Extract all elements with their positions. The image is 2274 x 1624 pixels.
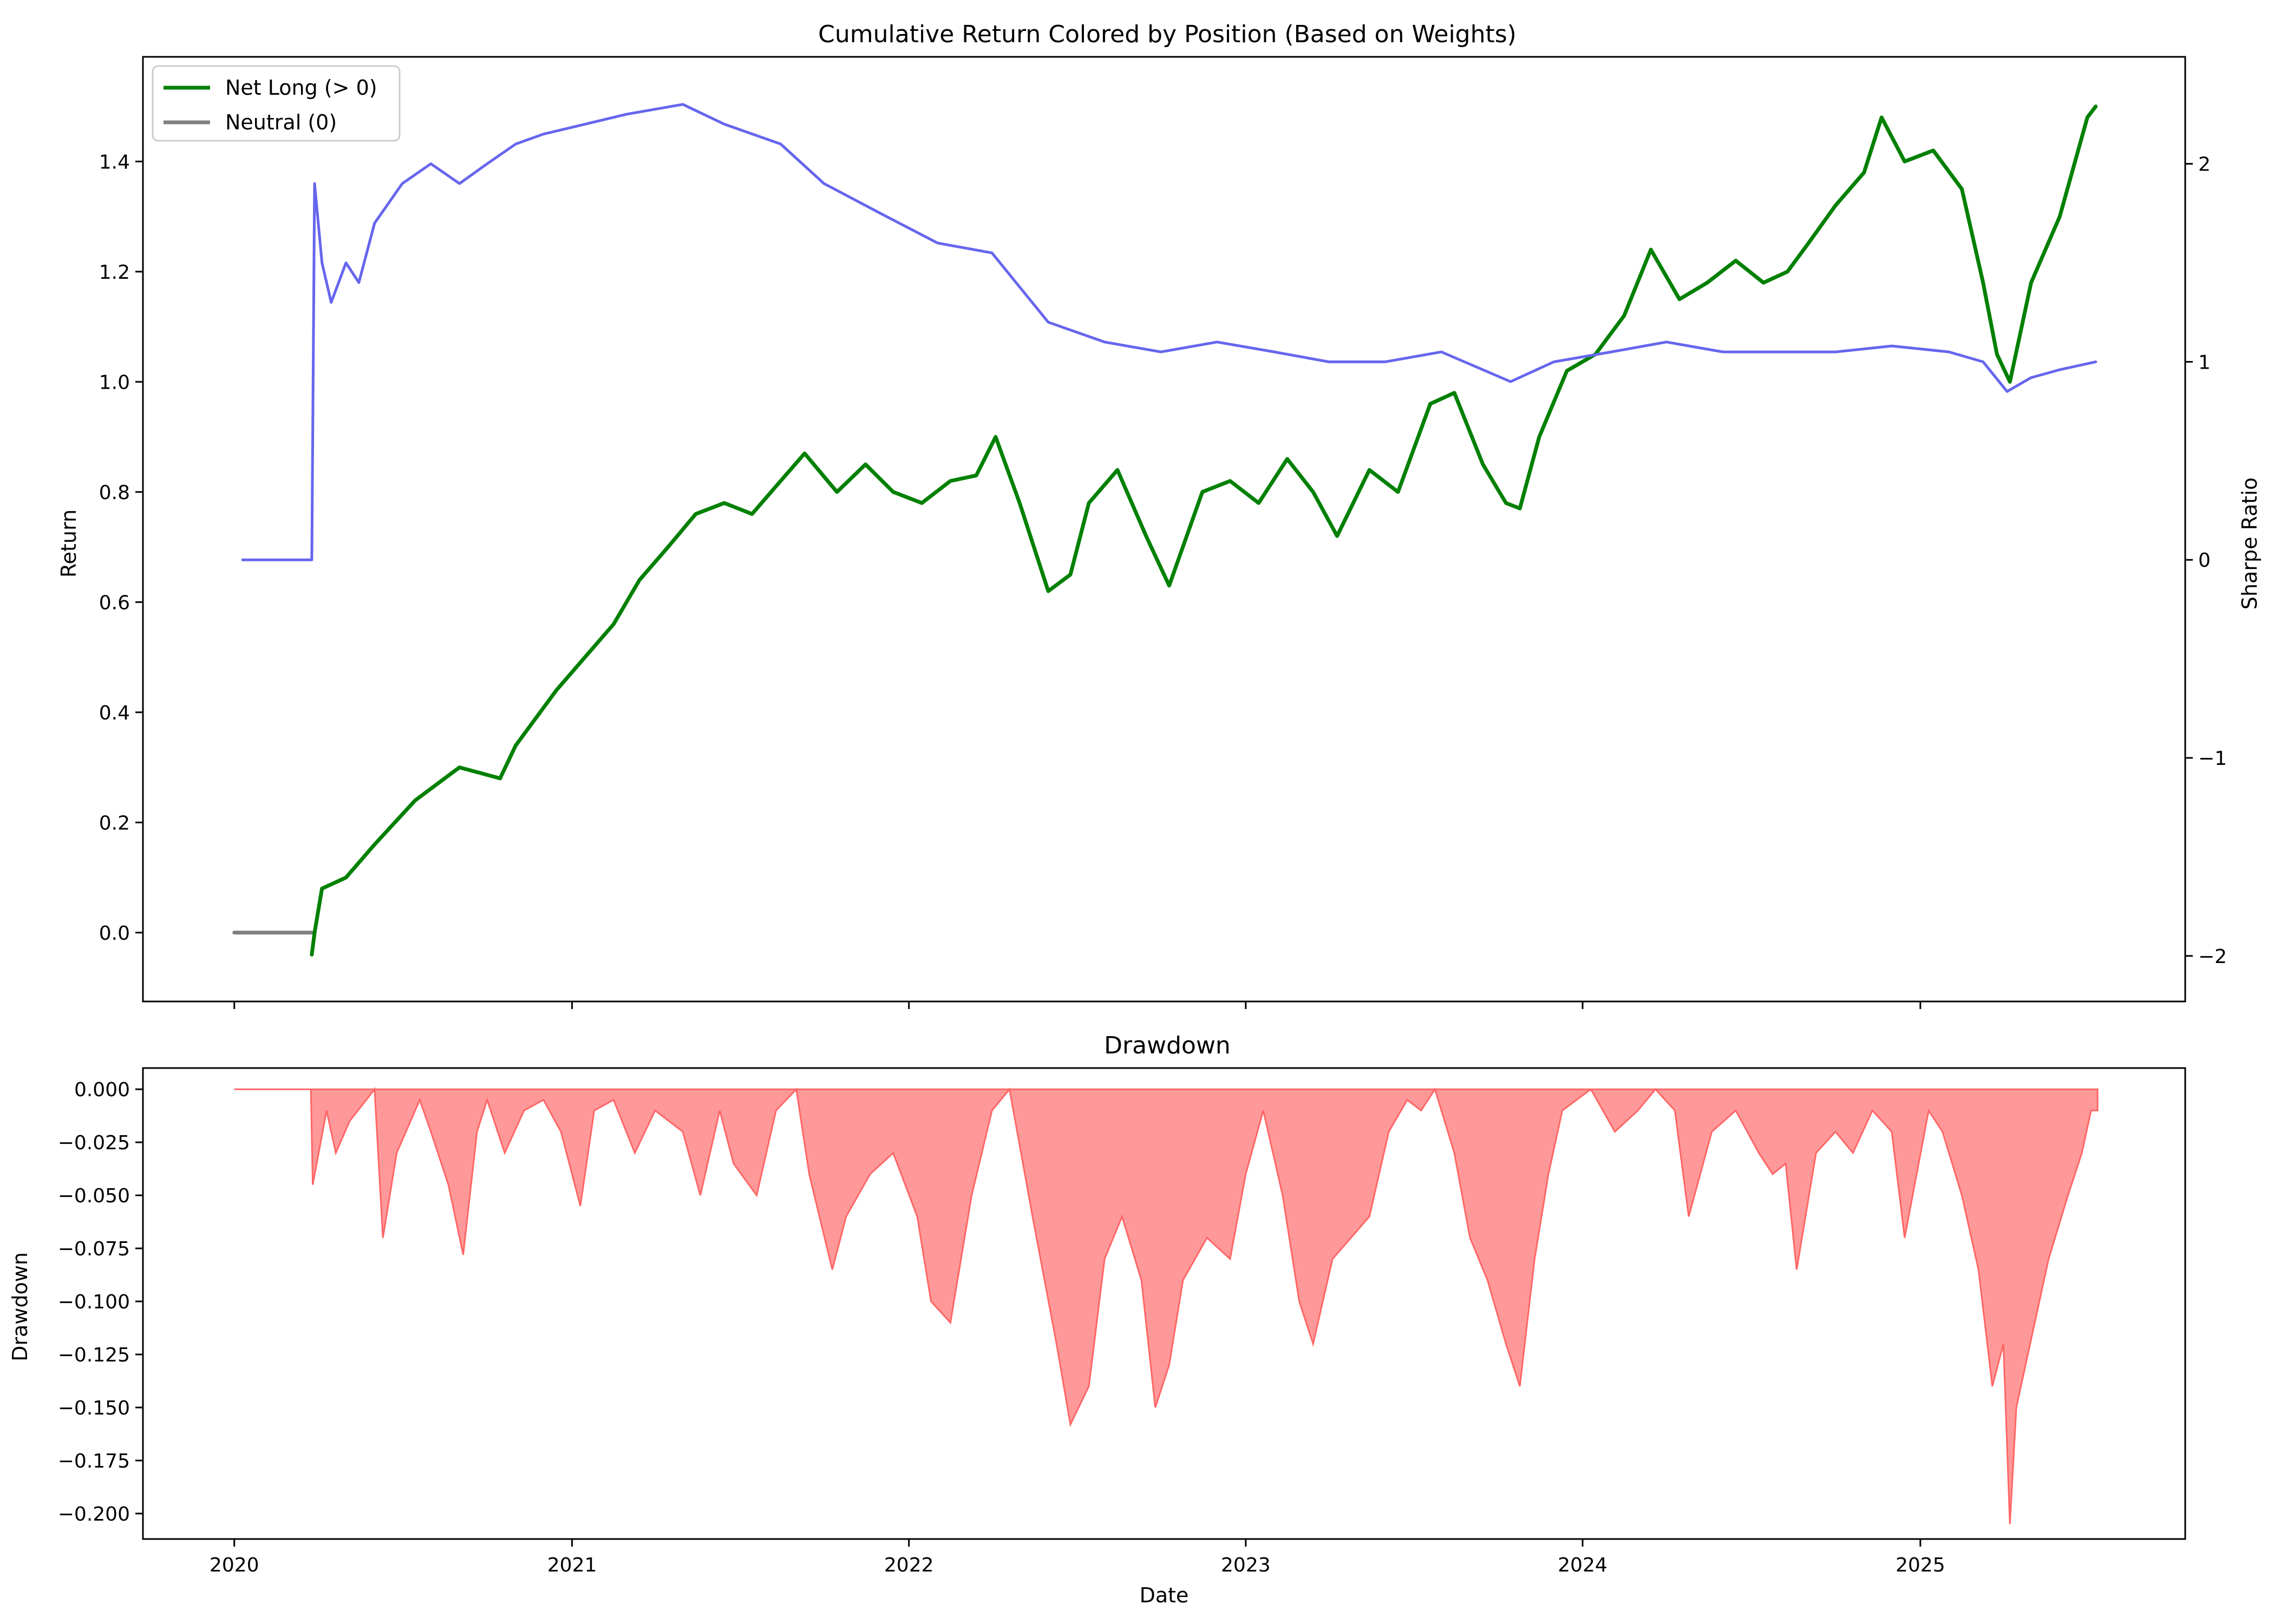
sharpe-y-tick-label: −1 [2198,748,2227,770]
sharpe-y-tick-label: 1 [2198,351,2211,374]
date-x-tick-label: 2022 [884,1554,934,1576]
return-y-tick-label: 1.2 [99,261,130,284]
return-panel: Cumulative Return Colored by Position (B… [57,21,2262,1009]
date-x-tick-label: 2024 [1558,1554,1608,1576]
legend-label: Net Long (> 0) [225,76,377,100]
sharpe-y-tick-label: 0 [2198,549,2211,572]
legend-label: Neutral (0) [225,110,337,134]
drawdown-y-tick-label: −0.125 [58,1344,130,1366]
return-plot-frame [142,56,2186,1003]
drawdown-axis-ticks: 0.000 −0.025 −0.050 −0.075 −0.100 −0.125 −0.15… [58,1079,1945,1576]
date-x-tick-label: 2020 [210,1554,259,1576]
drawdown-y-tick-label: −0.075 [58,1238,130,1260]
return-axis-ticks: 0.0 0.2 0.4 0.6 0.8 1.0 1.2 1.4 −2 −1 0 1 2 [99,151,2227,1009]
net-long-position-line [310,104,2098,957]
sharpe-y-tick-label: 2 [2198,154,2211,176]
date-x-tick-label: 2025 [1896,1554,1945,1576]
drawdown-y-tick-label: −0.175 [58,1450,130,1472]
return-y-tick-label: 0.8 [99,482,130,504]
drawdown-y-tick-label: −0.025 [58,1132,130,1154]
return-y-tick-label: 1.4 [99,151,130,173]
return-y-tick-label: 0.4 [99,702,130,724]
drawdown-chart-title: Drawdown [1104,1032,1231,1059]
drawdown-series [234,1087,2099,1524]
drawdown-y-tick-label: −0.150 [58,1397,130,1419]
drawdown-y-axis-label: Drawdown [8,1252,32,1361]
return-series [232,103,2098,957]
legend: Net Long (> 0) Neutral (0) [152,65,401,142]
return-y-tick-label: 0.0 [99,922,130,945]
date-x-tick-label: 2021 [547,1554,597,1576]
return-y-tick-label: 0.2 [99,812,130,834]
drawdown-y-tick-label: 0.000 [74,1079,130,1101]
return-y-axis-label: Return [57,509,81,578]
return-y-tick-label: 0.6 [99,592,130,614]
drawdown-y-tick-label: −0.200 [58,1503,130,1525]
sharpe-ratio-line [241,103,2097,561]
return-y-tick-label: 1.0 [99,371,130,394]
sharpe-y-axis-label: Sharpe Ratio [2238,477,2262,610]
drawdown-panel: Drawdown Drawdown Date 0.000 −0.025 −0.050… [8,1032,2186,1607]
return-chart-title: Cumulative Return Colored by Position (B… [818,21,1517,48]
drawdown-y-tick-label: −0.050 [58,1185,130,1207]
sharpe-y-tick-label: −2 [2198,946,2227,968]
drawdown-plot-frame [142,1067,2186,1540]
date-x-tick-label: 2023 [1221,1554,1271,1576]
legend-box [152,65,401,142]
drawdown-area [234,1087,2099,1524]
date-x-axis-label: Date [1140,1583,1189,1607]
drawdown-y-tick-label: −0.100 [58,1291,130,1313]
